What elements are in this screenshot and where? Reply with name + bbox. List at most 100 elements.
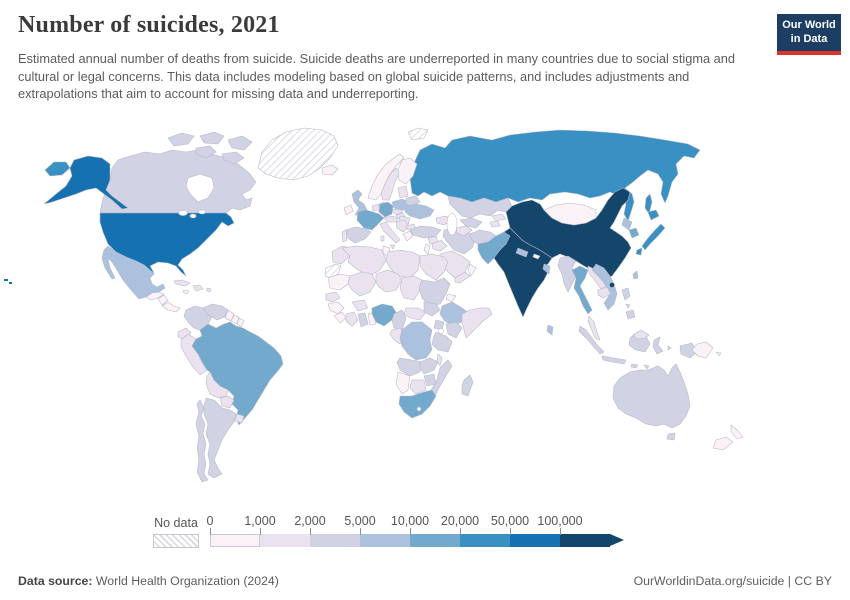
- country-france[interactable]: [356, 209, 385, 231]
- country-usa-hawaii[interactable]: [4, 279, 8, 281]
- country-algeria[interactable]: [341, 245, 387, 277]
- country-iceland[interactable]: [321, 164, 339, 176]
- country-philippines-luzon[interactable]: [621, 287, 631, 301]
- country-malawi[interactable]: [436, 353, 443, 367]
- country-yemen[interactable]: [454, 271, 471, 284]
- country-chad[interactable]: [399, 275, 423, 301]
- country-hispaniola[interactable]: [192, 284, 204, 292]
- country-sierra-leone[interactable]: [333, 311, 347, 324]
- owid-logo[interactable]: Our World in Data: [777, 14, 841, 55]
- country-japan-honshu[interactable]: [641, 223, 666, 251]
- country-canada-island[interactable]: [227, 135, 253, 151]
- country-north-korea[interactable]: [621, 217, 633, 231]
- country-russia-sakhalin[interactable]: [644, 193, 653, 215]
- country-chile[interactable]: [195, 399, 209, 483]
- country-spain[interactable]: [345, 226, 372, 244]
- country-somalia[interactable]: [461, 307, 493, 339]
- country-cuba[interactable]: [173, 279, 191, 287]
- country-canada-island[interactable]: [221, 151, 245, 165]
- country-turkmenistan[interactable]: [455, 225, 473, 237]
- country-nicaragua[interactable]: [157, 294, 169, 306]
- country-south-africa[interactable]: [398, 389, 437, 419]
- country-italy[interactable]: [379, 221, 401, 244]
- country-niger[interactable]: [375, 269, 403, 293]
- country-canada-island[interactable]: [195, 145, 217, 159]
- country-india[interactable]: [493, 227, 553, 318]
- country-ivory-coast[interactable]: [345, 311, 359, 327]
- country-ghana[interactable]: [357, 312, 369, 328]
- country-jamaica[interactable]: [182, 289, 190, 295]
- country-madagascar[interactable]: [461, 374, 474, 397]
- country-kazakhstan[interactable]: [447, 195, 513, 219]
- country-japan-kyushu[interactable]: [635, 247, 643, 256]
- country-canada[interactable]: [99, 149, 257, 214]
- country-myanmar[interactable]: [557, 255, 577, 293]
- country-libya[interactable]: [385, 249, 421, 279]
- country-uzbekistan[interactable]: [459, 217, 483, 229]
- country-egypt[interactable]: [419, 253, 449, 281]
- country-switzerland-austria[interactable]: [383, 215, 399, 223]
- country-eritrea[interactable]: [445, 293, 457, 303]
- country-argentina[interactable]: [203, 397, 237, 479]
- country-burkina-faso[interactable]: [351, 299, 369, 312]
- country-puerto-rico[interactable]: [206, 287, 212, 293]
- country-venezuela[interactable]: [202, 303, 229, 321]
- no-data-swatch[interactable]: [153, 534, 199, 548]
- country-vietnam[interactable]: [591, 263, 618, 311]
- country-cambodia[interactable]: [597, 286, 612, 299]
- legend-segment[interactable]: [460, 534, 510, 547]
- country-mali[interactable]: [347, 271, 377, 297]
- country-balkans[interactable]: [395, 219, 410, 233]
- country-western-sahara[interactable]: [324, 263, 342, 279]
- country-papua-new-guinea-new-britain[interactable]: [715, 351, 722, 357]
- country-angola[interactable]: [396, 357, 423, 377]
- country-canada-island[interactable]: [167, 132, 195, 147]
- country-panama[interactable]: [161, 301, 181, 313]
- legend-segment[interactable]: [360, 534, 410, 547]
- country-zimbabwe[interactable]: [423, 373, 437, 387]
- country-iraq[interactable]: [431, 239, 448, 252]
- country-south-sudan[interactable]: [423, 301, 441, 317]
- country-new-zealand-south[interactable]: [712, 436, 734, 451]
- country-kyrgyzstan[interactable]: [491, 213, 507, 222]
- country-indonesia-java[interactable]: [601, 355, 627, 365]
- country-papua-new-guinea[interactable]: [691, 341, 714, 359]
- country-portugal[interactable]: [341, 229, 348, 243]
- country-bangladesh[interactable]: [542, 263, 551, 275]
- legend-segment[interactable]: [560, 534, 610, 547]
- country-greenland[interactable]: [257, 127, 339, 181]
- country-guinea[interactable]: [327, 301, 345, 315]
- country-baltics[interactable]: [397, 185, 409, 199]
- country-australia[interactable]: [612, 363, 691, 429]
- license-link[interactable]: OurWorldinData.org/suicide | CC BY: [633, 574, 832, 588]
- country-israel-jordan[interactable]: [423, 243, 431, 255]
- country-kenya[interactable]: [445, 321, 463, 339]
- country-svalbard[interactable]: [407, 127, 429, 141]
- country-usa-hawaii[interactable]: [9, 282, 12, 284]
- country-new-zealand-north[interactable]: [730, 424, 744, 440]
- country-guatemala[interactable]: [145, 291, 165, 301]
- country-sudan[interactable]: [418, 277, 451, 307]
- country-greece[interactable]: [402, 230, 414, 242]
- country-senegal[interactable]: [325, 291, 341, 303]
- country-russia-chukotka[interactable]: [44, 161, 71, 177]
- country-drc[interactable]: [399, 321, 433, 361]
- country-indonesia-papua[interactable]: [679, 342, 698, 359]
- country-benelux[interactable]: [371, 203, 381, 212]
- legend-segment[interactable]: [310, 534, 360, 547]
- legend-segment[interactable]: [210, 534, 260, 547]
- country-indonesia-lesser-sunda[interactable]: [630, 363, 639, 369]
- legend-segment[interactable]: [260, 534, 310, 547]
- country-philippines-mindanao[interactable]: [625, 309, 636, 320]
- country-malaysia[interactable]: [587, 315, 601, 341]
- country-south-korea[interactable]: [628, 227, 640, 239]
- country-thailand[interactable]: [571, 265, 593, 315]
- country-germany[interactable]: [378, 201, 394, 218]
- legend-segment[interactable]: [510, 534, 560, 547]
- country-brazil[interactable]: [191, 321, 284, 426]
- country-french-guiana[interactable]: [236, 317, 245, 328]
- country-bolivia[interactable]: [205, 371, 229, 399]
- country-ukraine[interactable]: [404, 203, 435, 220]
- country-indonesia-sumatra[interactable]: [578, 325, 605, 355]
- country-japan-hokkaido[interactable]: [647, 209, 660, 221]
